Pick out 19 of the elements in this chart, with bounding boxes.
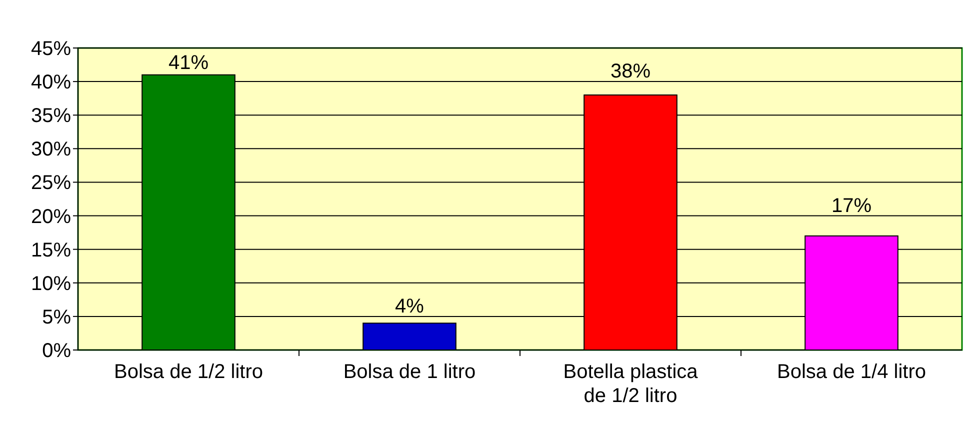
x-tick-label: Bolsa de 1/4 litro [777,361,926,383]
y-tick-label: 40% [30,72,72,94]
y-tick-label: 25% [30,172,72,194]
y-tick-label: 35% [30,105,72,128]
x-tick-label: Botella plastica de 1/2 litro [563,361,699,407]
x-tick-label: Bolsa de 1 litro [343,361,476,383]
data-label: 41% [168,52,209,74]
y-tick-label: 45% [30,38,72,60]
data-label: 4% [395,295,424,318]
x-tick-label: Bolsa de 1/2 litro [114,361,263,383]
y-tick-label: 5% [42,306,72,328]
y-tick-label: 15% [30,239,72,262]
y-tick-label: 30% [30,138,72,161]
y-tick-label: 20% [30,206,72,228]
y-tick-label: 10% [30,272,72,295]
data-label: 38% [610,60,651,83]
y-tick-label: 0% [42,340,72,362]
data-label: 17% [831,194,872,217]
bar [362,322,456,350]
